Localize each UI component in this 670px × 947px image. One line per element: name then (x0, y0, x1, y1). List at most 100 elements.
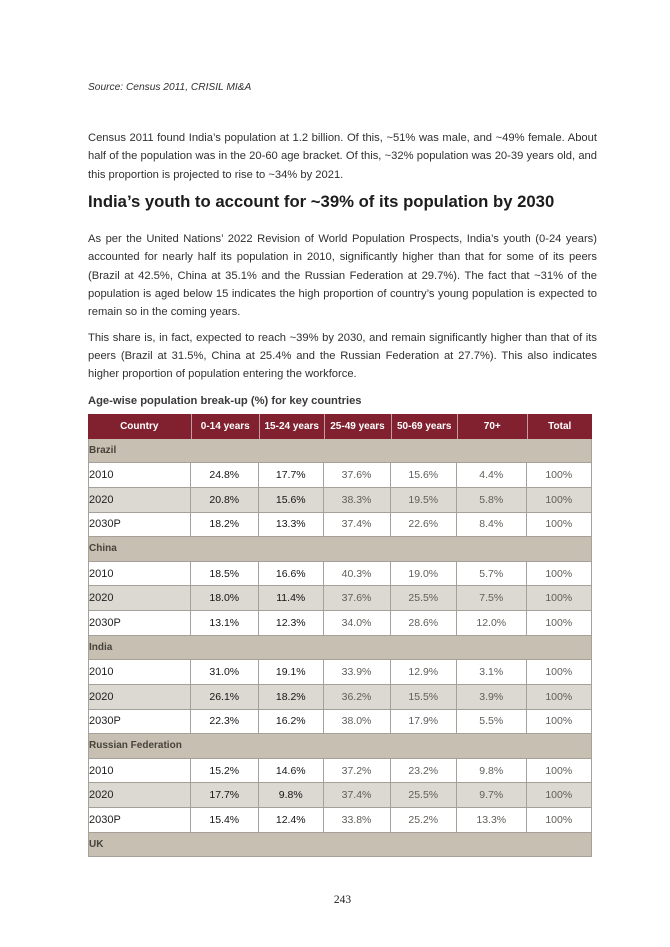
page-number: 243 (333, 894, 352, 906)
paragraph-2: As per the United Nations’ 2022 Revision… (88, 233, 597, 319)
cell-value: 25.2% (390, 808, 457, 833)
cell-value: 36.2% (323, 684, 391, 710)
cell-value: 37.4% (323, 512, 391, 538)
column-header-3: 25-49 years (323, 414, 391, 439)
cell-value: 23.2% (390, 758, 457, 784)
cell-value: 31.0% (190, 660, 259, 685)
section-row: Russian Federation (88, 734, 592, 759)
table-header-row: Country 0-14 years 15-24 years 25-49 years 5… (88, 414, 592, 439)
cell-value: 40.3% (323, 561, 391, 587)
cell-value: 20.8% (190, 487, 259, 513)
cell-value: 37.4% (323, 783, 391, 808)
cell-value: 15.5% (390, 684, 457, 710)
table-row: 2010 31.0% 19.1% 33.9% 12.9% 3.1% 100% (88, 660, 592, 685)
table-row: 2010 24.8% 17.7% 37.6% 15.6% 4.4% 100% (88, 463, 592, 488)
cell-value: 16.6% (259, 561, 324, 587)
row-label: 2010 (88, 758, 191, 784)
cell-value: 12.3% (259, 611, 324, 636)
cell-value: 100% (526, 611, 592, 636)
table-row: 2020 20.8% 15.6% 38.3% 19.5% 5.8% 100% (88, 487, 592, 513)
cell-value: 8.4% (457, 512, 527, 538)
cell-value: 100% (526, 561, 592, 587)
cell-value: 18.0% (190, 586, 259, 611)
cell-value: 37.6% (323, 586, 391, 611)
cell-value: 5.5% (457, 709, 527, 735)
cell-value: 33.9% (323, 660, 391, 685)
section-label: India (88, 635, 592, 661)
cell-value: 37.6% (323, 463, 391, 488)
cell-value: 17.9% (390, 709, 457, 735)
cell-value: 3.1% (457, 660, 527, 685)
section-row: India (88, 635, 592, 661)
cell-value: 9.8% (457, 758, 527, 784)
cell-value: 19.0% (390, 561, 457, 587)
table-row: 2030P 15.4% 12.4% 33.8% 25.2% 13.3% 100% (88, 808, 592, 833)
row-label: 2020 (88, 487, 191, 513)
cell-value: 100% (526, 758, 592, 784)
row-label: 2010 (88, 463, 191, 488)
cell-value: 15.6% (390, 463, 457, 488)
column-header-5: 70+ (457, 414, 527, 439)
section-row: Brazil (88, 438, 592, 464)
table-row: 2010 15.2% 14.6% 37.2% 23.2% 9.8% 100% (88, 758, 592, 784)
section-label: Russian Federation (88, 734, 592, 759)
cell-value: 11.4% (259, 586, 324, 611)
cell-value: 100% (526, 709, 592, 735)
row-label: 2020 (88, 783, 191, 808)
row-label: 2010 (88, 660, 191, 685)
cell-value: 3.9% (457, 684, 527, 710)
cell-value: 15.4% (190, 808, 259, 833)
section-row: UK (88, 832, 592, 858)
cell-value: 14.6% (259, 758, 324, 784)
section-label: Brazil (88, 438, 592, 464)
table-row: 2020 17.7% 9.8% 37.4% 25.5% 9.7% 100% (88, 783, 592, 808)
cell-value: 9.8% (259, 783, 324, 808)
cell-value: 33.8% (323, 808, 391, 833)
cell-value: 38.3% (323, 487, 391, 513)
cell-value: 4.4% (457, 463, 527, 488)
cell-value: 5.7% (457, 561, 527, 587)
column-header-0: Country (88, 414, 191, 439)
table-row: 2020 26.1% 18.2% 36.2% 15.5% 3.9% 100% (88, 684, 592, 710)
cell-value: 15.6% (259, 487, 324, 513)
table-row: 2030P 22.3% 16.2% 38.0% 17.9% 5.5% 100% (88, 709, 592, 735)
row-label: 2020 (88, 684, 191, 710)
cell-value: 25.5% (390, 783, 457, 808)
table-row: 2030P 18.2% 13.3% 37.4% 22.6% 8.4% 100% (88, 512, 592, 538)
cell-value: 100% (526, 463, 592, 488)
paragraph-3: This share is, in fact, expected to reac… (88, 331, 597, 381)
cell-value: 100% (526, 487, 592, 513)
cell-value: 25.5% (390, 586, 457, 611)
cell-value: 17.7% (259, 463, 324, 488)
cell-value: 26.1% (190, 684, 259, 710)
section-heading: India’s youth to account for ~39% of its… (88, 191, 555, 211)
cell-value: 100% (526, 660, 592, 685)
column-header-1: 0-14 years (190, 414, 259, 439)
column-header-4: 50-69 years (390, 414, 457, 439)
cell-value: 12.0% (457, 611, 527, 636)
cell-value: 12.9% (390, 660, 457, 685)
section-label: UK (88, 832, 592, 858)
cell-value: 28.6% (390, 611, 457, 636)
cell-value: 22.3% (190, 709, 259, 735)
source-note: Source: Census 2011, CRISIL MI&A (88, 82, 252, 94)
cell-value: 9.7% (457, 783, 527, 808)
column-header-2: 15-24 years (259, 414, 324, 439)
cell-value: 17.7% (190, 783, 259, 808)
cell-value: 19.1% (259, 660, 324, 685)
cell-value: 18.2% (259, 684, 324, 710)
section-label: China (88, 537, 592, 562)
cell-value: 7.5% (457, 586, 527, 611)
row-label: 2030P (88, 808, 191, 833)
cell-value: 13.3% (457, 808, 527, 833)
cell-value: 34.0% (323, 611, 391, 636)
row-label: 2030P (88, 512, 191, 538)
cell-value: 38.0% (323, 709, 391, 735)
cell-value: 100% (526, 512, 592, 538)
cell-value: 100% (526, 808, 592, 833)
cell-value: 5.8% (457, 487, 527, 513)
table-row: 2030P 13.1% 12.3% 34.0% 28.6% 12.0% 100% (88, 611, 592, 636)
cell-value: 100% (526, 684, 592, 710)
cell-value: 18.5% (190, 561, 259, 587)
cell-value: 24.8% (190, 463, 259, 488)
